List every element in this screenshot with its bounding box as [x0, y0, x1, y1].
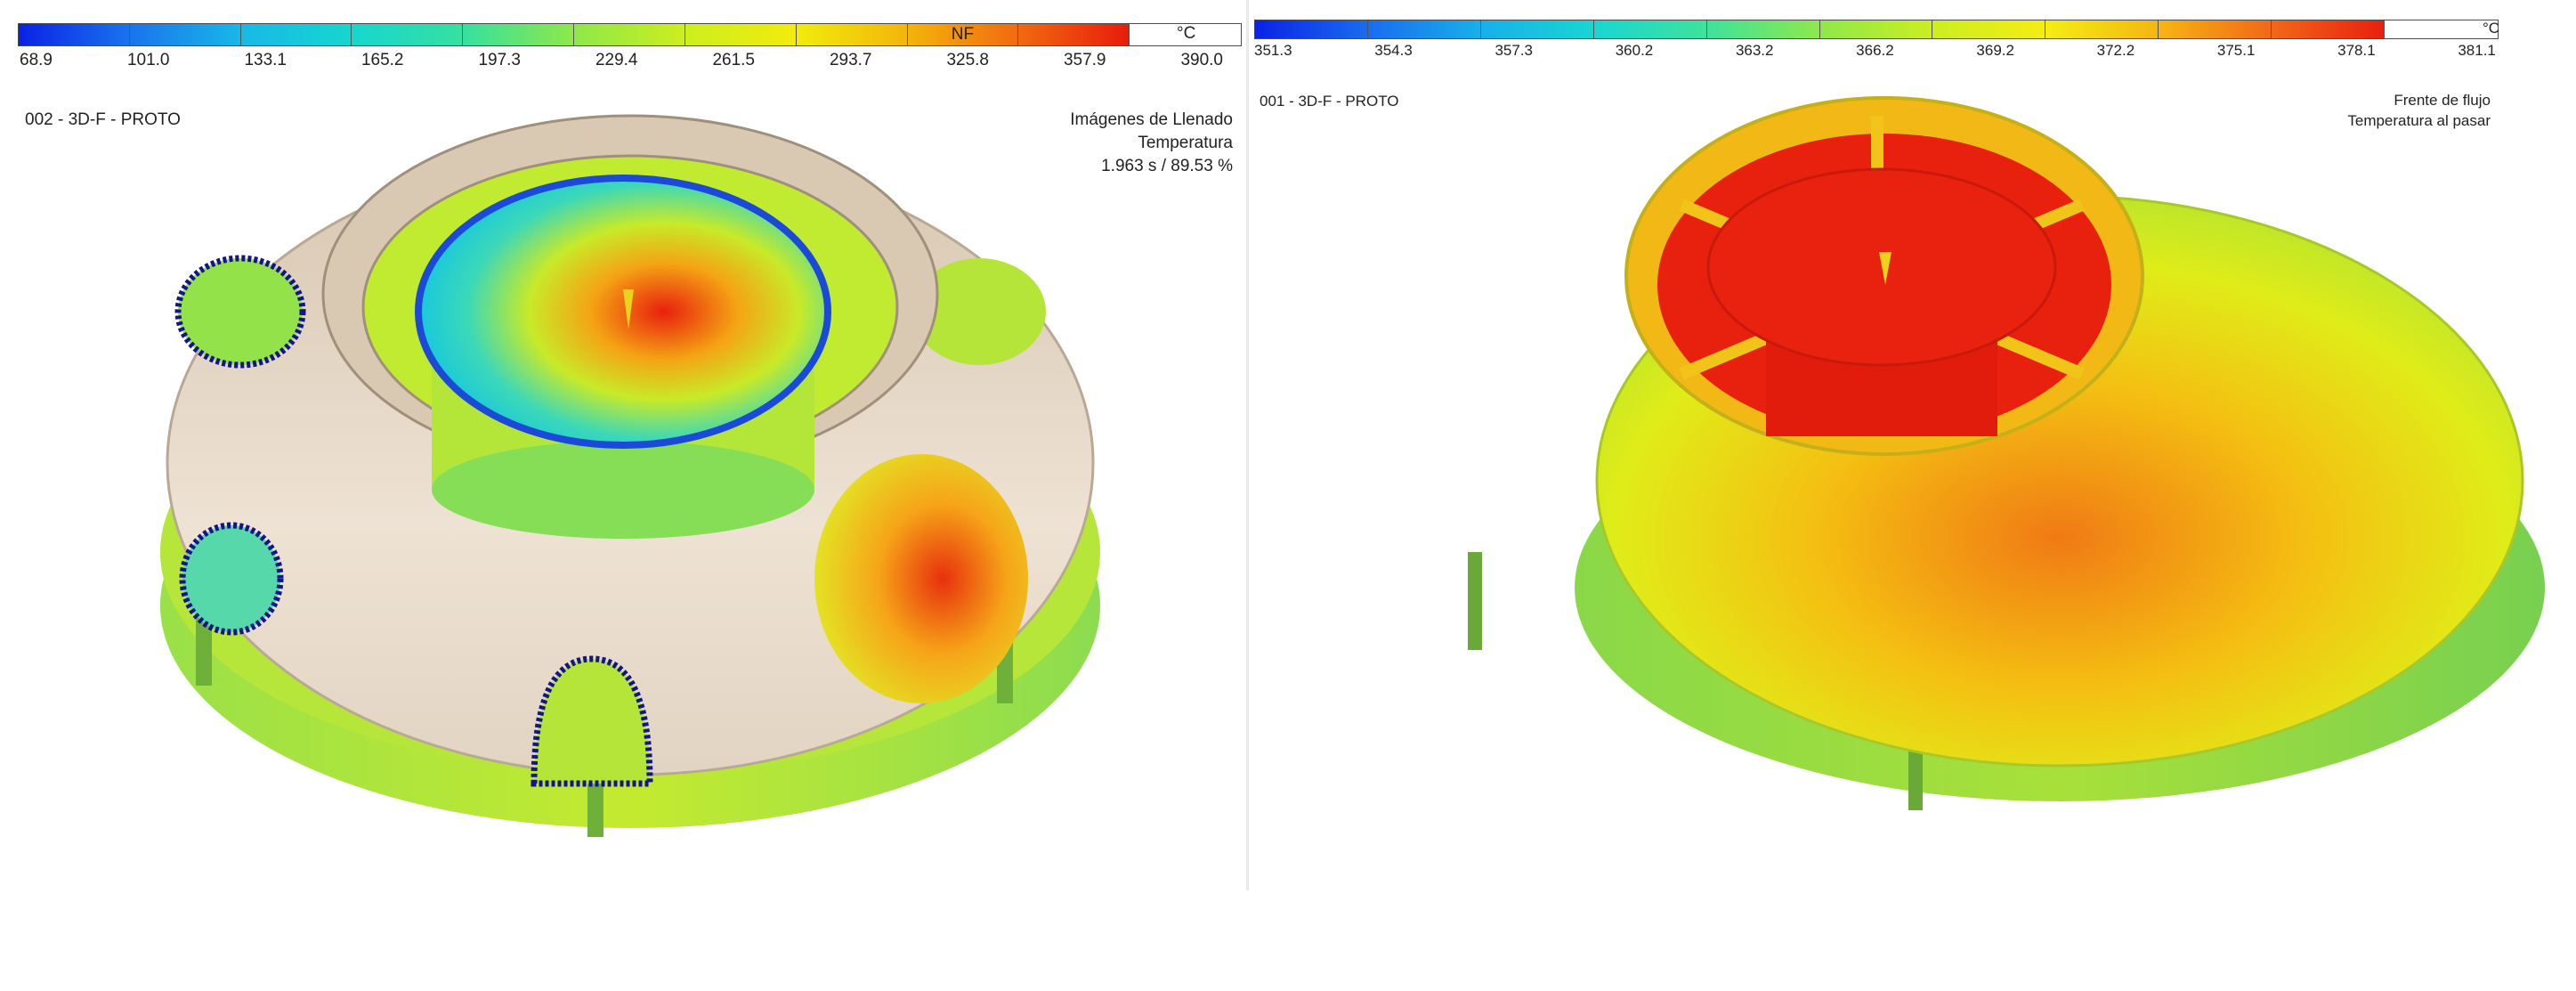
scale-segment — [574, 24, 685, 45]
model-name: 002 - 3D-F - PROTO — [25, 110, 181, 129]
scale-segment: NF — [907, 24, 1019, 45]
scale-segment — [352, 24, 464, 45]
scale-segment — [1255, 20, 1368, 38]
scale-segment — [1819, 20, 1933, 38]
scale-segment — [685, 24, 797, 45]
scale-segment — [2385, 20, 2498, 38]
scale-segment — [1706, 20, 1820, 38]
scale-tick-label: 390.0 — [1180, 51, 1223, 69]
scale-tick-label: 375.1 — [2216, 42, 2256, 59]
scale-tick-label: 165.2 — [360, 51, 404, 69]
scale-tick-label: 363.2 — [1735, 42, 1774, 59]
scale-tick-label: 381.1 — [2458, 42, 2496, 59]
scale-segment — [240, 24, 352, 45]
scale-segment — [19, 24, 130, 45]
scale-segment — [1130, 24, 1241, 45]
panel-b-flow-front-temperature: °C 351.3 354.3 357.3 360.2 363.2 366.2 369.2 37… — [1254, 0, 2576, 890]
panel-a-fill-temperature: NF °C 68.9 101.0 133.1 165.2 197.3 229.4 261.5… — [0, 0, 1243, 890]
scale-segment — [1480, 20, 1594, 38]
scale-tick-label: 133.1 — [244, 51, 287, 69]
scale-tick-label: 357.9 — [1063, 51, 1106, 69]
scale-tick-label: 293.7 — [829, 51, 872, 69]
model-name: 001 - 3D-F - PROTO — [1260, 93, 1399, 110]
scale-tick-label: 360.2 — [1615, 42, 1654, 59]
scale-segment — [2045, 20, 2159, 38]
result-info: Frente de flujo Temperatura al pasar — [2347, 90, 2491, 131]
scale-segment — [796, 24, 908, 45]
scale-segment — [2272, 20, 2386, 38]
result-info: Imágenes de Llenado Temperatura 1.963 s … — [1070, 109, 1233, 178]
scale-tick-label: 378.1 — [2337, 42, 2376, 59]
scale-segment — [2159, 20, 2272, 38]
scale-segment — [463, 24, 575, 45]
nf-label: NF — [951, 25, 975, 44]
scale-tick-label: 68.9 — [20, 51, 53, 69]
color-scale-bar — [1254, 20, 2499, 39]
impeller-model-flow-front — [1468, 96, 2545, 810]
scale-tick-label: 366.2 — [1856, 42, 1894, 59]
scale-segment — [1367, 20, 1481, 38]
scale-tick-label: 229.4 — [595, 51, 638, 69]
scale-tick-labels: 351.3 354.3 357.3 360.2 363.2 366.2 369.2 372.2… — [1254, 42, 2496, 60]
scale-segment — [1593, 20, 1707, 38]
scale-tick-label: 101.0 — [126, 51, 170, 69]
panel-divider — [1246, 0, 1249, 890]
scale-tick-label: 325.8 — [946, 51, 989, 69]
result-subtitle: Temperatura al pasar — [2347, 112, 2491, 129]
scale-unit: °C — [1177, 24, 1196, 43]
scale-tick-label: 369.2 — [1976, 42, 2014, 59]
time-fill-readout: 1.963 s / 89.53 % — [1101, 157, 1233, 175]
scale-segment — [129, 24, 241, 45]
color-scale-bar: NF — [18, 23, 1242, 46]
scale-tick-label: 351.3 — [1254, 42, 1292, 59]
result-title: Imágenes de Llenado — [1070, 110, 1233, 129]
scale-unit: °C — [2483, 20, 2500, 37]
scale-tick-label: 197.3 — [478, 51, 521, 69]
result-subtitle: Temperatura — [1138, 134, 1233, 152]
impeller-model-fill — [160, 114, 1100, 837]
scale-tick-labels: 68.9 101.0 133.1 165.2 197.3 229.4 261.5 293.7 3… — [20, 51, 1223, 70]
scale-tick-label: 261.5 — [712, 51, 755, 69]
scale-tick-label: 372.2 — [2096, 42, 2135, 59]
scale-tick-label: 357.3 — [1495, 42, 1534, 59]
scale-segment — [1932, 20, 2046, 38]
result-title: Frente de flujo — [2394, 92, 2491, 109]
scale-tick-label: 354.3 — [1374, 42, 1413, 59]
scale-segment — [1018, 24, 1130, 45]
